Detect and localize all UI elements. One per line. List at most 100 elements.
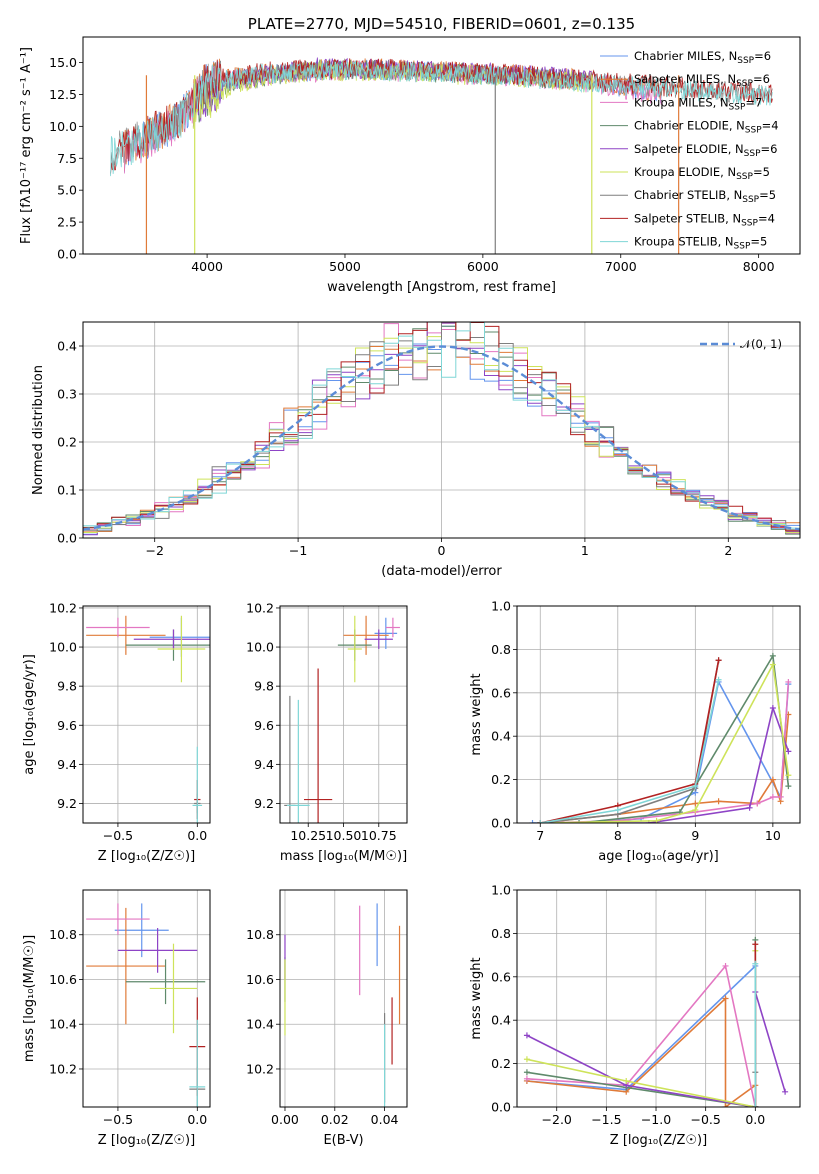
weight-point-marker [523,1069,530,1076]
weight-point-marker [752,1104,759,1107]
y-tick-label: 10.8 [246,927,274,942]
weight-series-line [526,939,757,1107]
panel-mass-vs-Z: −0.5 0.0 10.2 10.4 10.6 10.8 Z [log₁₀(Z/Z☉)] ma… [22,889,211,1148]
weight-series-line [540,660,720,823]
y-tick-label: 0.0 [57,247,77,262]
legend-entry: Salpeter STELIB, NSSP=4 [634,211,775,228]
y-tick-label: 0.0 [57,531,77,546]
y-tick-label: 1.0 [491,599,511,614]
axes-frame [82,605,211,824]
weight-point-marker [692,806,699,813]
x-tick-label: −0.5 [103,1112,133,1127]
weight-point-marker [722,995,729,1002]
y-tick-label: 2.5 [57,215,77,230]
x-tick-label: 4000 [191,259,223,274]
x-tick-label: 6000 [467,259,499,274]
x-tick-label: −1.5 [591,1112,621,1127]
axes-frame [279,889,408,1108]
x-tick-label: 5000 [329,259,361,274]
axes-frame [82,321,801,539]
weight-point-marker [785,783,792,790]
x-tick-label: 0.0 [745,1112,765,1127]
errorbars [284,615,400,823]
x-tick-label: 9 [691,828,699,843]
axes-frame [279,605,408,824]
weight-point-marker [692,783,699,790]
weight-series-line [526,964,757,1107]
y-tick-label: 12.5 [49,87,77,102]
weight-point-marker [715,657,722,664]
y-tick-label: 9.8 [57,679,77,694]
weight-point-marker [623,1077,630,1084]
histogram-series [83,322,800,538]
y-axis-label: Flux [fλ10⁻¹⁷ erg cm⁻² s⁻¹ A⁻¹] [19,47,34,244]
y-axis-label: age [log₁₀(age/yr)] [22,654,37,775]
legend-entry: Salpeter ELODIE, NSSP=6 [634,142,777,159]
y-axis-label: mass weight [469,673,484,755]
axes-frame [82,889,211,1108]
y-tick-label: 10.2 [246,600,274,615]
errorbars [284,903,401,1107]
y-tick-label: 10.6 [49,972,77,987]
legend-entry: Chabrier ELODIE, NSSP=4 [634,119,779,136]
weight-point-marker [777,793,784,800]
y-tick-label: 9.4 [57,757,77,772]
x-tick-label: 8 [614,828,622,843]
weight-series-line [540,705,790,823]
normal-curve [83,345,800,531]
y-tick-label: 9.2 [254,796,274,811]
errorbars [86,615,210,823]
x-tick-label: −1.0 [641,1112,671,1127]
weight-point-marker [769,661,776,668]
y-axis-label: mass weight [469,957,484,1039]
y-tick-label: 9.8 [254,679,274,694]
x-tick-label: 10 [765,828,781,843]
weight-point-marker [769,793,776,800]
y-tick-label: 10.8 [49,927,77,942]
weight-series-line [532,679,790,823]
y-tick-label: 1.0 [491,883,511,898]
axes-frame [516,605,801,824]
x-tick-label: 0.0 [187,1112,207,1127]
x-tick-label: 10.25 [290,828,326,843]
x-tick-label: 8000 [743,259,775,274]
x-tick-label: 0.02 [321,1112,349,1127]
y-tick-label: 7.5 [57,151,77,166]
y-tick-label: 10.0 [49,119,77,134]
axes-frame [82,36,801,255]
y-tick-label: 0.6 [491,685,511,700]
weight-point-marker [752,960,759,967]
panel-spectrum: 4000 5000 6000 7000 8000 0.0 2.5 5.0 7.5 10.0 12.5… [19,15,801,295]
panel-massweight-vs-age: 7 8 9 10 0.0 0.2 0.4 0.6 0.8 1.0 age [log₁₀(age/yr… [469,599,801,864]
y-tick-label: 0.6 [491,969,511,984]
y-tick-label: 0.0 [491,816,511,831]
y-tick-label: 15.0 [49,55,77,70]
x-axis-label: wavelength [Angstrom, rest frame] [327,280,556,295]
y-tick-label: 10.0 [49,640,77,655]
weight-point-marker [785,772,792,779]
y-tick-label: 9.6 [254,718,274,733]
y-tick-label: 0.2 [491,772,511,787]
x-tick-label: 10.50 [326,828,362,843]
panel-age-vs-mass: 10.25 10.50 10.75 9.2 9.4 9.6 9.8 10.0 10.2 mass … [246,600,408,864]
x-tick-label: 2 [724,543,732,558]
histograms [83,322,800,538]
weight-series-line [540,679,720,823]
y-tick-label: 9.2 [57,796,77,811]
x-tick-label: 1 [581,543,589,558]
weight-point-marker [523,1032,530,1039]
x-tick-label: −1 [289,543,307,558]
axes-frame [516,889,801,1108]
x-tick-label: −0.5 [690,1112,720,1127]
weight-point-marker [523,1075,530,1082]
y-tick-label: 0.8 [491,926,511,941]
y-tick-label: 10.2 [246,1061,274,1076]
weight-series-line [540,660,720,823]
y-tick-label: 9.6 [57,718,77,733]
weight-point-marker [692,800,699,807]
weight-point-marker [576,820,583,823]
x-axis-label: (data-model)/error [381,564,502,579]
x-tick-label: 10.75 [361,828,397,843]
weight-point-marker [769,704,776,711]
y-tick-label: 0.4 [57,339,77,354]
